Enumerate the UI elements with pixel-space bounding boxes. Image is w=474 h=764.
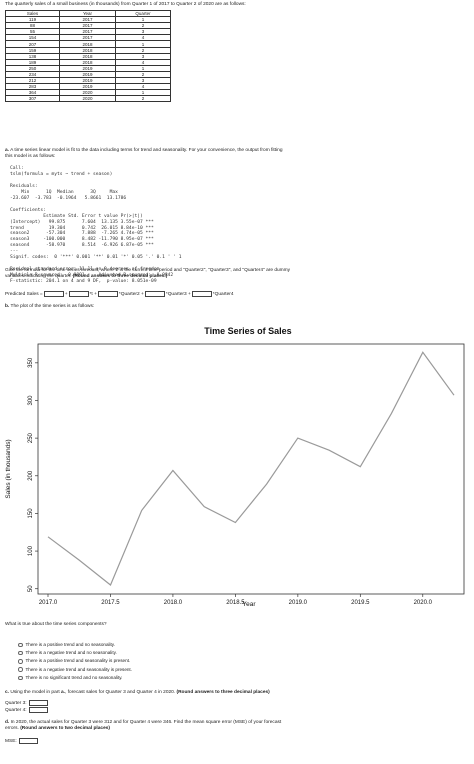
x-tick-label: 2019.0	[289, 600, 308, 606]
part-d-text-line1: d. In 2020, the actual sales for Quarter…	[5, 720, 281, 726]
quarter2-coef-input[interactable]	[97, 291, 118, 297]
quarter4-answer-row: Quarter 4:	[5, 706, 49, 714]
part-d-label: d.	[5, 720, 10, 725]
mse-label: MSE:	[5, 738, 17, 744]
y-tick-label: 350	[28, 357, 34, 368]
part-a-text-line1: a. A time series linear model is fit to …	[5, 148, 283, 154]
x-tick-label: 2019.5	[351, 600, 370, 606]
y-axis-label: Sales (in thousands)	[5, 439, 12, 498]
quarter3-forecast-input[interactable]	[28, 700, 48, 706]
radio-button-icon[interactable]	[18, 642, 23, 648]
part-b-description: The plot of the time series is as follow…	[9, 304, 95, 309]
radio-button-icon[interactable]	[18, 650, 23, 656]
quarter3-answer-row: Quarter 3:	[5, 699, 49, 707]
part-c-description-2: , forecast sales for Quarter 3 and Quart…	[65, 690, 177, 695]
time-series-chart: Time Series of Sales 50 100 150 200 250 300 35…	[5, 326, 465, 608]
y-tick-label: 100	[28, 545, 34, 556]
x-tick-label: 2018.0	[164, 600, 183, 606]
formula-quarter2-term: *Quarter2 +	[118, 291, 144, 297]
y-tick-label: 250	[28, 432, 34, 443]
instruction-round-note: (Round answers to three decimal places.)	[72, 274, 168, 279]
intro-text: The quarterly sales of a small business …	[5, 2, 246, 7]
y-tick-label: 150	[28, 508, 34, 519]
option-label: There is a positive trend and seasonalit…	[25, 658, 131, 664]
component-option[interactable]: There is a positive trend and no seasona…	[18, 642, 115, 648]
option-label: There is a positive trend and no seasona…	[25, 642, 116, 647]
formula-instruction-line1: Give the formula for the time series for…	[5, 268, 291, 273]
part-c-description: Using the model in part	[9, 690, 62, 695]
table-cell: 2020	[59, 95, 116, 103]
formula-plus-1: +	[64, 291, 68, 297]
x-tick-label: 2020.0	[414, 600, 433, 606]
formula-lhs: Predicted Sales =	[5, 291, 43, 297]
radio-button-icon[interactable]	[18, 667, 23, 672]
x-axis: 2017.0 2017.5 2018.0 2018.5 2019.0 2019.5 2020…	[39, 594, 433, 606]
table-body: 119 2017 1 88 2017 2 55 2017 3 154 2017 4 207 2018 1 15…	[5, 16, 171, 103]
plot-frame	[37, 343, 465, 595]
quarter3-coef-input[interactable]	[144, 291, 165, 297]
formula-instruction-line2: variables indicating the quarter. (Round…	[5, 274, 167, 280]
part-d-prefix: errors.	[5, 726, 21, 731]
part-d-text-line2: errors. (Round answers to two decimal pl…	[5, 726, 110, 732]
chart-title: Time Series of Sales	[204, 326, 291, 336]
part-b-text: b. The plot of the time series is as fol…	[5, 304, 94, 310]
part-d-description: In 2020, the actual sales for Quarter 3 …	[9, 720, 282, 725]
y-tick-label: 50	[28, 585, 34, 592]
y-tick-label: 300	[28, 395, 34, 406]
part-d-round-note: (Round answers to two decimal places)	[20, 726, 111, 731]
sales-series-line	[47, 351, 455, 586]
quarter3-label: Quarter 3:	[5, 700, 27, 706]
part-c-round-note: (Round answers to three decimal places)	[176, 690, 270, 695]
formula-quarter3-term: *Quarter3 +	[165, 291, 191, 297]
sales-table: Sales Year Quarter 119 2017 1 88 2017 2 55 2017 3 1…	[5, 9, 171, 103]
trend-coef-input[interactable]	[68, 291, 89, 297]
instruction-prefix: variables indicating the quarter.	[5, 274, 73, 279]
component-option[interactable]: There is a negative trend and no seasona…	[18, 650, 117, 656]
formula-t-term: *t +	[89, 291, 97, 297]
component-option[interactable]: There is a negative trend and seasonalit…	[18, 667, 132, 673]
part-c-ref: a.	[61, 690, 66, 695]
table-header-row: Sales Year Quarter	[5, 9, 171, 18]
forecast-formula: Predicted Sales = + *t + *Quarter2 + *Qu…	[5, 290, 234, 298]
part-a-text: A time series linear model is fit to the…	[9, 148, 283, 153]
mse-input[interactable]	[18, 738, 38, 744]
table-cell: 307	[5, 95, 60, 103]
option-label: There is a negative trend and seasonalit…	[25, 666, 132, 672]
part-c-label: c.	[5, 690, 10, 695]
part-c-text: c. Using the model in part a., forecast …	[5, 690, 270, 696]
part-a-label: a.	[5, 148, 10, 153]
table-cell: 2	[115, 95, 171, 103]
part-a-text-line2: this model is as follows:	[5, 154, 56, 159]
r-model-output: Call: tslm(formula = myts ~ trend + seas…	[10, 166, 182, 285]
quarter4-label: Quarter 4:	[5, 707, 27, 713]
quarter4-forecast-input[interactable]	[28, 707, 48, 713]
table-row: 307 2020 2	[5, 95, 171, 103]
option-label: There is a negative trend and no seasona…	[25, 650, 117, 656]
components-question: What is true about the time series compo…	[5, 622, 107, 627]
quarter4-coef-input[interactable]	[191, 291, 212, 297]
formula-quarter4-term: *Quarter4	[212, 291, 234, 297]
component-option[interactable]: There is a positive trend and seasonalit…	[18, 658, 130, 664]
option-label: There is no significant trend and no sea…	[25, 674, 123, 680]
intercept-input[interactable]	[43, 291, 64, 297]
x-axis-label: Year	[242, 601, 256, 608]
radio-button-icon[interactable]	[18, 675, 23, 681]
mse-answer-row: MSE:	[5, 737, 39, 745]
x-tick-label: 2017.0	[39, 600, 58, 606]
component-option[interactable]: There is no significant trend and no sea…	[18, 675, 122, 681]
x-tick-label: 2018.5	[226, 600, 245, 606]
x-tick-label: 2017.5	[101, 600, 120, 606]
y-tick-label: 200	[28, 470, 34, 481]
y-axis: 50 100 150 200 250 300 350	[28, 357, 38, 592]
part-b-label: b.	[5, 304, 10, 309]
radio-button-icon[interactable]	[18, 659, 23, 664]
